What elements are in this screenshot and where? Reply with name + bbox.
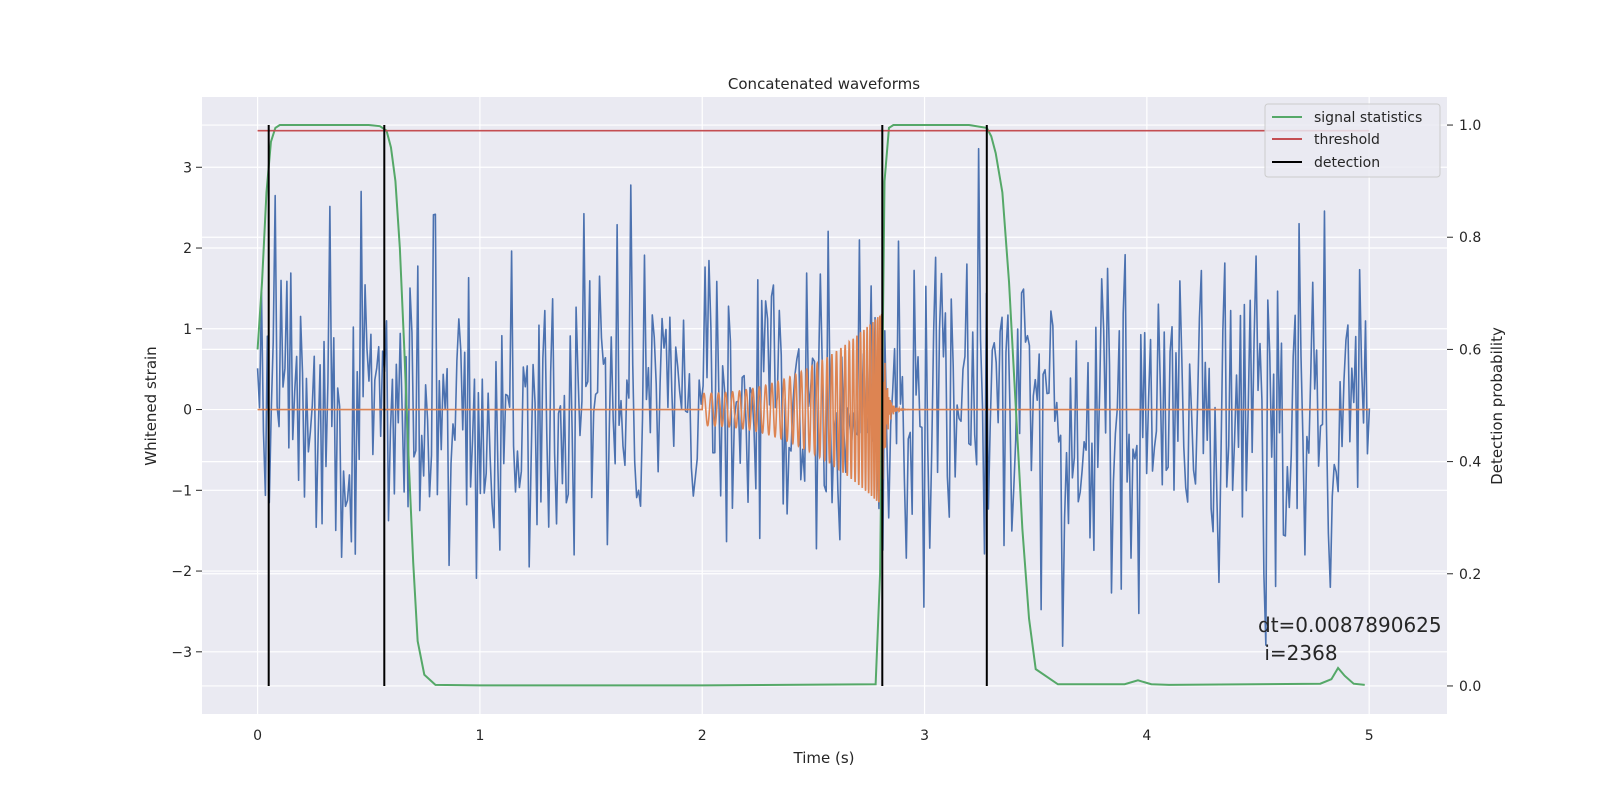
y-axis-label-right: Detection probability	[1488, 327, 1506, 485]
y-tick-label-right: 0.8	[1459, 230, 1481, 246]
y-tick-label-left: −1	[171, 483, 192, 499]
legend-label-threshold: threshold	[1314, 132, 1380, 148]
y-axis-label-left: Whitened strain	[142, 346, 160, 465]
noise-line	[256, 147, 1371, 647]
y-tick-label-right: 0.2	[1459, 567, 1481, 583]
y-tick-label-left: 2	[183, 241, 192, 257]
y-tick-label-right: 0.6	[1459, 342, 1481, 358]
signal-statistics-line	[256, 124, 1365, 687]
legend-box	[1264, 103, 1441, 178]
y-tick-label-left: 3	[183, 160, 192, 176]
y-tick-label-right: 0.4	[1459, 455, 1481, 471]
x-tick-label: 5	[1365, 728, 1374, 744]
y-tick-label-right: 0.0	[1459, 679, 1481, 695]
annotation-index: i=2368	[1258, 641, 1338, 665]
y-tick-label-left: 0	[183, 403, 192, 419]
x-tick-label: 3	[920, 728, 929, 744]
chart-title: Concatenated waveforms	[728, 75, 920, 93]
x-tick-label: 2	[698, 728, 707, 744]
legend-label-detection: detection	[1314, 155, 1380, 171]
x-tick-label: 0	[253, 728, 262, 744]
annotation-dt: dt=0.0087890625	[1258, 613, 1442, 637]
legend: signal statistics threshold detection	[1264, 103, 1441, 178]
waveform-line	[257, 312, 1370, 504]
x-tick-label: 4	[1142, 728, 1151, 744]
y-tick-label-left: −2	[171, 564, 192, 580]
legend-label-signal-statistics: signal statistics	[1314, 110, 1422, 126]
y-tick-label-left: −3	[171, 645, 192, 661]
x-tick-label: 1	[475, 728, 484, 744]
plot-area	[256, 124, 1371, 687]
y-tick-label-left: 1	[183, 322, 192, 338]
ticks: 0 1 2 3 4 5 −3 −2 −1 0 1 2 3 0.0 0.2 0.4 0.6 0.8 1.0	[171, 118, 1481, 744]
x-axis-label: Time (s)	[793, 749, 855, 767]
y-tick-label-right: 1.0	[1459, 118, 1481, 134]
